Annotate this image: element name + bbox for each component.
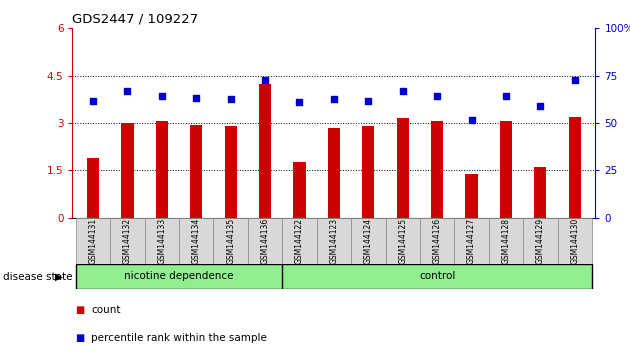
Point [466,117,476,123]
Text: GSM144128: GSM144128 [501,218,510,264]
Text: GSM144123: GSM144123 [329,218,338,264]
Text: GSM144124: GSM144124 [364,218,373,264]
Text: GSM144133: GSM144133 [158,218,166,264]
Bar [328,128,340,218]
FancyBboxPatch shape [523,218,558,264]
Text: control: control [419,272,455,281]
Bar [225,126,237,218]
Text: ■: ■ [76,333,85,343]
Text: nicotine dependence: nicotine dependence [124,272,234,281]
Bar [431,121,443,218]
Point [364,98,374,104]
Text: GSM144122: GSM144122 [295,218,304,264]
FancyBboxPatch shape [558,218,592,264]
Bar [87,158,99,218]
FancyBboxPatch shape [454,218,489,264]
Point [157,93,167,99]
Text: ■: ■ [76,305,85,315]
Point [329,97,339,102]
Text: GDS2447 / 109227: GDS2447 / 109227 [72,12,198,25]
Text: count: count [91,305,121,315]
Text: disease state: disease state [3,272,72,282]
Bar [122,123,134,218]
FancyBboxPatch shape [420,218,454,264]
Point [260,78,270,83]
Text: GSM144134: GSM144134 [192,218,201,264]
Point [501,93,511,99]
Point [570,78,580,83]
Text: GSM144126: GSM144126 [433,218,442,264]
Bar [569,117,581,218]
Point [192,95,202,101]
Bar [156,121,168,218]
Bar [466,173,478,218]
Point [122,88,132,94]
Text: GSM144132: GSM144132 [123,218,132,264]
FancyBboxPatch shape [386,218,420,264]
Text: GSM144131: GSM144131 [89,218,98,264]
FancyBboxPatch shape [179,218,214,264]
FancyBboxPatch shape [110,218,145,264]
Point [432,93,442,99]
Text: ▶: ▶ [55,272,63,282]
Bar [500,121,512,218]
Bar [397,118,409,218]
Text: GSM144135: GSM144135 [226,218,235,264]
Point [226,97,236,102]
Text: GSM144136: GSM144136 [261,218,270,264]
Point [398,88,408,94]
Bar [259,84,271,218]
Bar [362,126,374,218]
Text: GSM144127: GSM144127 [467,218,476,264]
FancyBboxPatch shape [214,218,248,264]
FancyBboxPatch shape [282,218,317,264]
FancyBboxPatch shape [76,218,110,264]
Bar [190,125,202,218]
Bar [534,167,546,218]
FancyBboxPatch shape [317,218,351,264]
FancyBboxPatch shape [76,264,592,289]
FancyBboxPatch shape [248,218,282,264]
FancyBboxPatch shape [145,218,179,264]
Point [88,98,98,104]
Text: GSM144130: GSM144130 [570,218,579,264]
Point [294,100,304,105]
Text: GSM144125: GSM144125 [398,218,407,264]
Text: percentile rank within the sample: percentile rank within the sample [91,333,267,343]
FancyBboxPatch shape [351,218,386,264]
FancyBboxPatch shape [489,218,523,264]
Bar [294,162,306,218]
Text: GSM144129: GSM144129 [536,218,545,264]
Point [536,103,546,108]
